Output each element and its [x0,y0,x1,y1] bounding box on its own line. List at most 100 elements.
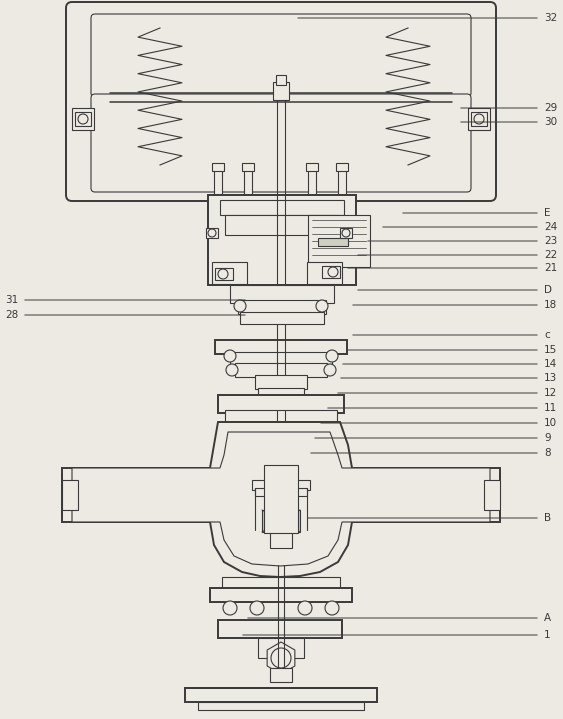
Text: 30: 30 [544,117,557,127]
Bar [215,340,347,354]
Circle shape [78,114,88,124]
Circle shape [224,350,236,362]
Bar [242,163,254,171]
Bar [258,388,304,398]
Text: D: D [544,285,552,295]
Bar [252,480,310,490]
Bar [235,363,327,377]
Bar [225,410,337,422]
Text: 14: 14 [544,359,557,369]
Bar [210,588,352,602]
Bar [276,75,286,85]
Bar [340,228,352,238]
Circle shape [250,601,264,615]
Text: 24: 24 [544,222,557,232]
Bar [306,195,318,203]
Bar [255,488,307,496]
Text: B: B [544,513,551,523]
Circle shape [271,648,291,668]
Bar [336,195,348,203]
Text: 18: 18 [544,300,557,310]
Bar [322,266,340,278]
Bar [318,238,348,246]
Bar [306,163,318,171]
Polygon shape [72,432,490,566]
FancyBboxPatch shape [91,94,471,192]
FancyBboxPatch shape [66,2,496,201]
Circle shape [223,601,237,615]
Bar [206,228,218,238]
Bar [215,268,233,280]
Text: 12: 12 [544,388,557,398]
Bar [208,195,356,285]
Circle shape [324,364,336,376]
Text: 11: 11 [544,403,557,413]
FancyBboxPatch shape [91,14,471,97]
Circle shape [218,269,228,279]
Circle shape [474,114,484,124]
Bar [212,163,224,171]
Circle shape [298,601,312,615]
Bar [225,215,339,235]
Polygon shape [62,422,500,577]
Circle shape [226,364,238,376]
Text: 1: 1 [544,630,551,640]
Bar [258,638,304,658]
Bar [220,200,344,215]
Circle shape [208,229,216,237]
Bar [75,112,91,126]
Bar [338,168,346,198]
Bar [264,465,298,533]
Text: 8: 8 [544,448,551,458]
Circle shape [342,229,350,237]
Text: 21: 21 [544,263,557,273]
Circle shape [316,300,328,312]
Bar [230,352,332,364]
Circle shape [234,300,246,312]
Bar [270,530,292,548]
Bar [214,168,222,198]
Bar [262,510,300,532]
Bar [218,620,342,638]
Bar [308,215,370,267]
Text: 29: 29 [544,103,557,113]
Bar [273,82,289,100]
Text: 9: 9 [544,433,551,443]
Bar [255,375,307,389]
Bar [62,480,78,510]
Bar [218,395,344,413]
Bar [212,195,224,203]
Text: 23: 23 [544,236,557,246]
Bar [336,163,348,171]
Polygon shape [267,642,295,674]
Text: 32: 32 [544,13,557,23]
Bar [230,285,334,303]
Text: 13: 13 [544,373,557,383]
Bar [185,688,377,702]
Circle shape [326,350,338,362]
Bar [308,168,316,198]
Bar [244,168,252,198]
Bar [268,497,294,511]
Bar [212,262,247,284]
Text: 15: 15 [544,345,557,355]
Text: 28: 28 [5,310,18,320]
Bar [72,108,94,130]
Bar [471,112,487,126]
Circle shape [325,601,339,615]
Bar [307,262,342,284]
Text: 22: 22 [544,250,557,260]
Circle shape [328,267,338,277]
Text: 10: 10 [544,418,557,428]
Bar [238,300,326,314]
Bar [242,195,254,203]
Bar [484,480,500,510]
Bar [240,312,324,324]
Bar [270,668,292,682]
Bar [198,702,364,710]
Text: c: c [544,330,549,340]
Bar [222,577,340,591]
Text: A: A [544,613,551,623]
Text: E: E [544,208,551,218]
Text: 31: 31 [5,295,18,305]
